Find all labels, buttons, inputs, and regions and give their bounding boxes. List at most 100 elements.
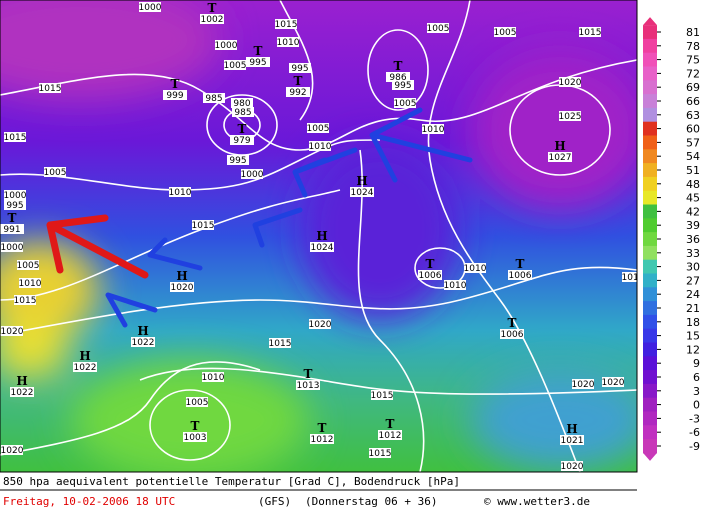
pressure-center-value: 1006 bbox=[509, 271, 532, 281]
colorbar-swatch bbox=[643, 370, 657, 385]
label-box bbox=[131, 337, 155, 347]
label-box bbox=[275, 19, 297, 29]
colorbar-arrow-top bbox=[643, 17, 657, 26]
colorbar-swatch bbox=[643, 190, 657, 205]
label-box bbox=[73, 362, 97, 372]
pressure-center-value: 1022 bbox=[132, 338, 155, 348]
label-box bbox=[500, 329, 524, 339]
pressure-center-value: 1024 bbox=[351, 188, 374, 198]
isobar-label: 1020 bbox=[602, 378, 625, 388]
pressure-center-symbol: T bbox=[386, 417, 395, 431]
label-box bbox=[494, 27, 516, 37]
footer-run: (Donnerstag 06 + 36) bbox=[305, 495, 437, 508]
isobar-label: 1015 bbox=[192, 221, 215, 231]
colorbar-swatch bbox=[643, 38, 657, 54]
label-box bbox=[309, 141, 331, 151]
label-box bbox=[0, 224, 24, 234]
pressure-center-value: 1006 bbox=[501, 330, 524, 340]
colorbar-label: 51 bbox=[686, 164, 700, 177]
pressure-center-value: 992 bbox=[289, 88, 306, 98]
isobar-label: 995 bbox=[291, 64, 308, 74]
colorbar-label: 57 bbox=[686, 136, 700, 149]
colorbar-swatch bbox=[643, 107, 657, 123]
colorbar-swatch bbox=[643, 342, 657, 357]
colorbar-label: 81 bbox=[686, 26, 700, 39]
label-box bbox=[39, 83, 61, 93]
colorbar-label: 72 bbox=[686, 67, 700, 80]
label-box bbox=[369, 448, 391, 458]
colorbar-label: 69 bbox=[686, 81, 700, 94]
label-box bbox=[422, 124, 444, 134]
label-box bbox=[394, 98, 416, 108]
colorbar-swatch bbox=[643, 232, 657, 247]
isobar-label: 1020 bbox=[1, 446, 24, 456]
footer-title: 850 hpa aequivalent potentielle Temperat… bbox=[3, 475, 460, 488]
pressure-center-symbol: T bbox=[191, 419, 200, 433]
colorbar-swatch bbox=[643, 301, 657, 316]
pressure-center-value: 1020 bbox=[171, 283, 194, 293]
isobar-label: 1005 bbox=[224, 61, 247, 71]
isobars bbox=[0, 0, 637, 472]
label-box bbox=[296, 380, 320, 390]
colorbar-arrow-bottom bbox=[643, 452, 657, 461]
colorbar-swatch bbox=[643, 218, 657, 233]
isobar-label: 1015 bbox=[275, 20, 298, 30]
colorbar-label: 0 bbox=[693, 399, 700, 412]
colorbar-swatch bbox=[643, 176, 657, 192]
colorbar-label: 39 bbox=[686, 219, 700, 232]
label-box bbox=[203, 93, 225, 103]
pressure-center-symbol: T bbox=[8, 211, 17, 225]
label-box bbox=[622, 272, 637, 282]
colorbar-swatch bbox=[643, 204, 657, 219]
colorbar-label: 36 bbox=[686, 233, 700, 246]
pressure-center-symbol: T bbox=[294, 74, 303, 88]
label-box bbox=[186, 397, 208, 407]
colorbar-swatch bbox=[643, 273, 657, 288]
isobar-label: 1015 bbox=[269, 339, 292, 349]
label-box bbox=[200, 14, 224, 24]
pressure-center-symbol: T bbox=[516, 257, 525, 271]
label-box bbox=[169, 187, 191, 197]
isobar-label: 1005 bbox=[186, 398, 209, 408]
isobar-label: 1010 bbox=[309, 142, 332, 152]
label-box bbox=[1, 326, 23, 336]
pressure-center-symbol: T bbox=[208, 1, 217, 15]
pressure-center-value: 1021 bbox=[561, 436, 584, 446]
pressure-center-symbol: T bbox=[171, 77, 180, 91]
colorbar-label: 21 bbox=[686, 302, 700, 315]
isobar-label: 1000 bbox=[4, 191, 27, 201]
label-box bbox=[44, 167, 66, 177]
pressure-center-symbol: H bbox=[554, 139, 565, 153]
label-box bbox=[561, 461, 583, 471]
label-box bbox=[231, 98, 253, 108]
pressure-center-symbol: H bbox=[16, 374, 27, 388]
colorbar-swatch bbox=[643, 80, 657, 95]
isobar-label: 1005 bbox=[394, 99, 417, 109]
label-box bbox=[548, 152, 572, 162]
label-box bbox=[17, 260, 39, 270]
isobar-label: 1015 bbox=[579, 28, 602, 38]
colorbar-label: 6 bbox=[693, 371, 700, 384]
isobar-label: 1010 bbox=[169, 188, 192, 198]
colorbar-label: 45 bbox=[686, 192, 700, 205]
colorbar-swatch bbox=[643, 245, 657, 261]
footer-model: (GFS) bbox=[258, 495, 291, 508]
pressure-center-symbol: T bbox=[508, 316, 517, 330]
isobar-label: 1005 bbox=[307, 124, 330, 134]
isobar-label: 1020 bbox=[572, 380, 595, 390]
colorbar-swatch bbox=[643, 52, 657, 67]
pressure-center-value: 979 bbox=[233, 136, 250, 146]
isobar-label: 1000 bbox=[1, 243, 24, 253]
label-box bbox=[163, 90, 187, 100]
colorbar-label: 60 bbox=[686, 123, 700, 136]
isobar-label: 1015 bbox=[39, 84, 62, 94]
isobar-label: 995 bbox=[229, 156, 246, 166]
colorbar-swatch bbox=[643, 149, 657, 164]
pressure-center-symbol: T bbox=[394, 59, 403, 73]
label-box bbox=[139, 2, 161, 12]
isobar-label: 1015 bbox=[14, 296, 37, 306]
label-box bbox=[464, 263, 486, 273]
colorbar-label: 27 bbox=[686, 274, 700, 287]
isobar-label: 1025 bbox=[559, 112, 582, 122]
pressure-center-symbol: T bbox=[426, 257, 435, 271]
